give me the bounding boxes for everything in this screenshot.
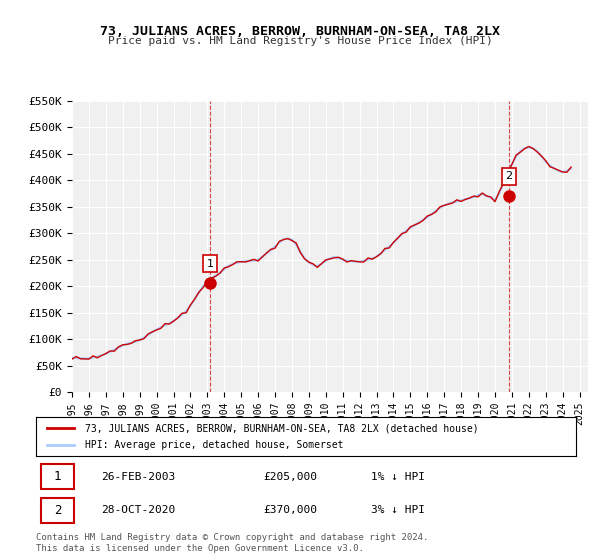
Text: £370,000: £370,000 [263, 505, 317, 515]
Text: 1: 1 [54, 470, 61, 483]
Text: 73, JULIANS ACRES, BERROW, BURNHAM-ON-SEA, TA8 2LX: 73, JULIANS ACRES, BERROW, BURNHAM-ON-SE… [100, 25, 500, 38]
Text: 2: 2 [54, 504, 61, 517]
Text: 28-OCT-2020: 28-OCT-2020 [101, 505, 175, 515]
Text: Price paid vs. HM Land Registry's House Price Index (HPI): Price paid vs. HM Land Registry's House … [107, 36, 493, 46]
FancyBboxPatch shape [41, 497, 74, 523]
Text: HPI: Average price, detached house, Somerset: HPI: Average price, detached house, Some… [85, 440, 343, 450]
Text: 73, JULIANS ACRES, BERROW, BURNHAM-ON-SEA, TA8 2LX (detached house): 73, JULIANS ACRES, BERROW, BURNHAM-ON-SE… [85, 423, 478, 433]
Text: 1% ↓ HPI: 1% ↓ HPI [371, 472, 425, 482]
Text: 3% ↓ HPI: 3% ↓ HPI [371, 505, 425, 515]
FancyBboxPatch shape [41, 464, 74, 489]
Text: £205,000: £205,000 [263, 472, 317, 482]
Text: Contains HM Land Registry data © Crown copyright and database right 2024.: Contains HM Land Registry data © Crown c… [36, 533, 428, 542]
Text: 26-FEB-2003: 26-FEB-2003 [101, 472, 175, 482]
Text: This data is licensed under the Open Government Licence v3.0.: This data is licensed under the Open Gov… [36, 544, 364, 553]
Text: 2: 2 [505, 171, 512, 181]
Text: 1: 1 [206, 259, 214, 269]
